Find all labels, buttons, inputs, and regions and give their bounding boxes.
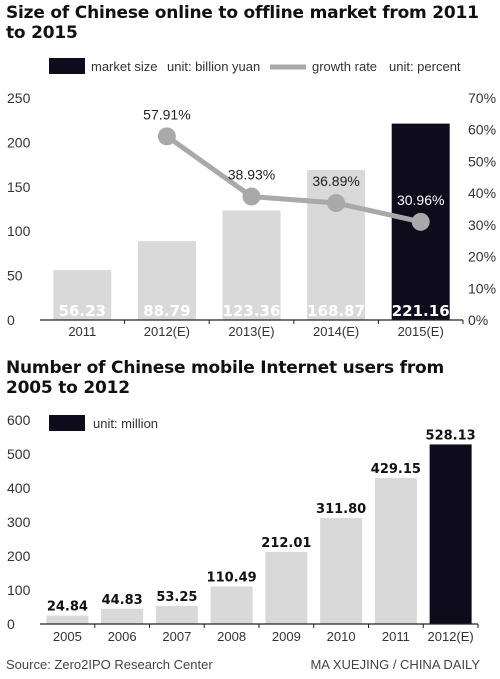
x-tick-label: 2013(E) [228,324,274,339]
legend-market-swatch [49,58,85,74]
users-bar [429,444,472,624]
users-bar [210,586,253,624]
x-tick-label: 2006 [108,629,137,644]
x-tick-label: 2012(E) [144,324,190,339]
market-bar-label: 56.23 [59,302,106,320]
y-tick-label: 500 [7,446,31,462]
legend-unit-swatch [49,415,85,431]
users-bar-label: 528.13 [426,428,476,443]
users-bar-label: 24.84 [47,600,88,615]
x-tick-label: 2010 [327,629,356,644]
users-bar-label: 53.25 [156,590,197,605]
users-bar [155,605,198,624]
market-bar-label: 88.79 [143,302,190,320]
y-tick-label: 200 [7,134,31,150]
users-bar [46,615,89,624]
y2-tick-label: 10% [468,280,496,296]
y-tick-label: 150 [7,179,31,195]
legend-unit-label: unit: million [93,416,158,431]
market-bar-label: 123.36 [223,302,281,320]
market-bar [137,241,196,320]
y-tick-label: 50 [7,268,23,284]
y-tick-label: 0 [7,616,15,632]
chart1-title: Size of Chinese online to offline market… [6,3,479,43]
y-tick-label: 400 [7,480,31,496]
users-bar-label: 44.83 [102,593,143,608]
users-bar [101,608,144,624]
growth-point [242,187,261,206]
y2-tick-label: 60% [468,122,496,138]
market-bar-label: 168.87 [307,302,365,320]
x-tick-label: 2012(E) [428,629,474,644]
y2-tick-label: 20% [468,249,496,265]
y-tick-label: 0 [7,312,15,328]
x-tick-label: 2011 [68,324,96,339]
legend-market-label: market size [91,59,157,74]
growth-label: 38.93% [228,167,275,183]
y2-tick-label: 30% [468,217,496,233]
growth-point [411,212,430,231]
y2-tick-label: 50% [468,153,496,169]
y2-tick-label: 70% [468,90,496,106]
x-tick-label: 2011 [382,629,410,644]
growth-point [157,127,176,146]
y-tick-label: 100 [7,582,31,598]
y-tick-label: 200 [7,548,31,564]
growth-label: 30.96% [397,192,444,208]
market-size-chart: market size unit: billion yuan growth ra… [7,58,496,339]
credit-note: MA XUEJING / CHINA DAILY [310,657,480,672]
users-bar [320,517,363,624]
y-tick-label: 300 [7,514,31,530]
x-tick-label: 2014(E) [313,324,359,339]
y2-tick-label: 40% [468,185,496,201]
market-bar-label: 221.16 [392,302,450,320]
growth-label: 57.91% [143,106,190,122]
y-tick-label: 250 [7,90,31,106]
legend-market-unit: unit: billion yuan [167,59,260,74]
legend-growth-unit: unit: percent [389,59,461,74]
chart2-legend: unit: million [49,415,158,431]
market-bar [222,210,281,320]
users-bar-label: 429.15 [371,462,421,477]
source-note: Source: Zero2IPO Research Center [6,657,213,672]
x-tick-label: 2015(E) [398,324,444,339]
growth-point [327,194,346,213]
legend-growth-label: growth rate [312,59,377,74]
growth-label: 36.89% [312,173,359,189]
users-bar-label: 311.80 [316,502,366,517]
chart1-legend: market size unit: billion yuan growth ra… [49,58,461,74]
chart2-title: Number of Chinese mobile Internet users … [6,358,444,398]
x-tick-label: 2008 [217,629,246,644]
y-tick-label: 100 [7,223,31,239]
market-bar [53,270,112,320]
x-tick-label: 2007 [162,629,191,644]
growth-line [165,134,422,225]
users-bar-label: 110.49 [207,570,257,585]
users-bar-label: 212.01 [261,536,311,551]
x-tick-label: 2009 [272,629,301,644]
users-bar [265,551,308,624]
users-bar [374,478,417,624]
x-tick-label: 2005 [53,629,82,644]
y2-tick-label: 0% [468,312,488,328]
y-tick-label: 600 [7,412,31,428]
